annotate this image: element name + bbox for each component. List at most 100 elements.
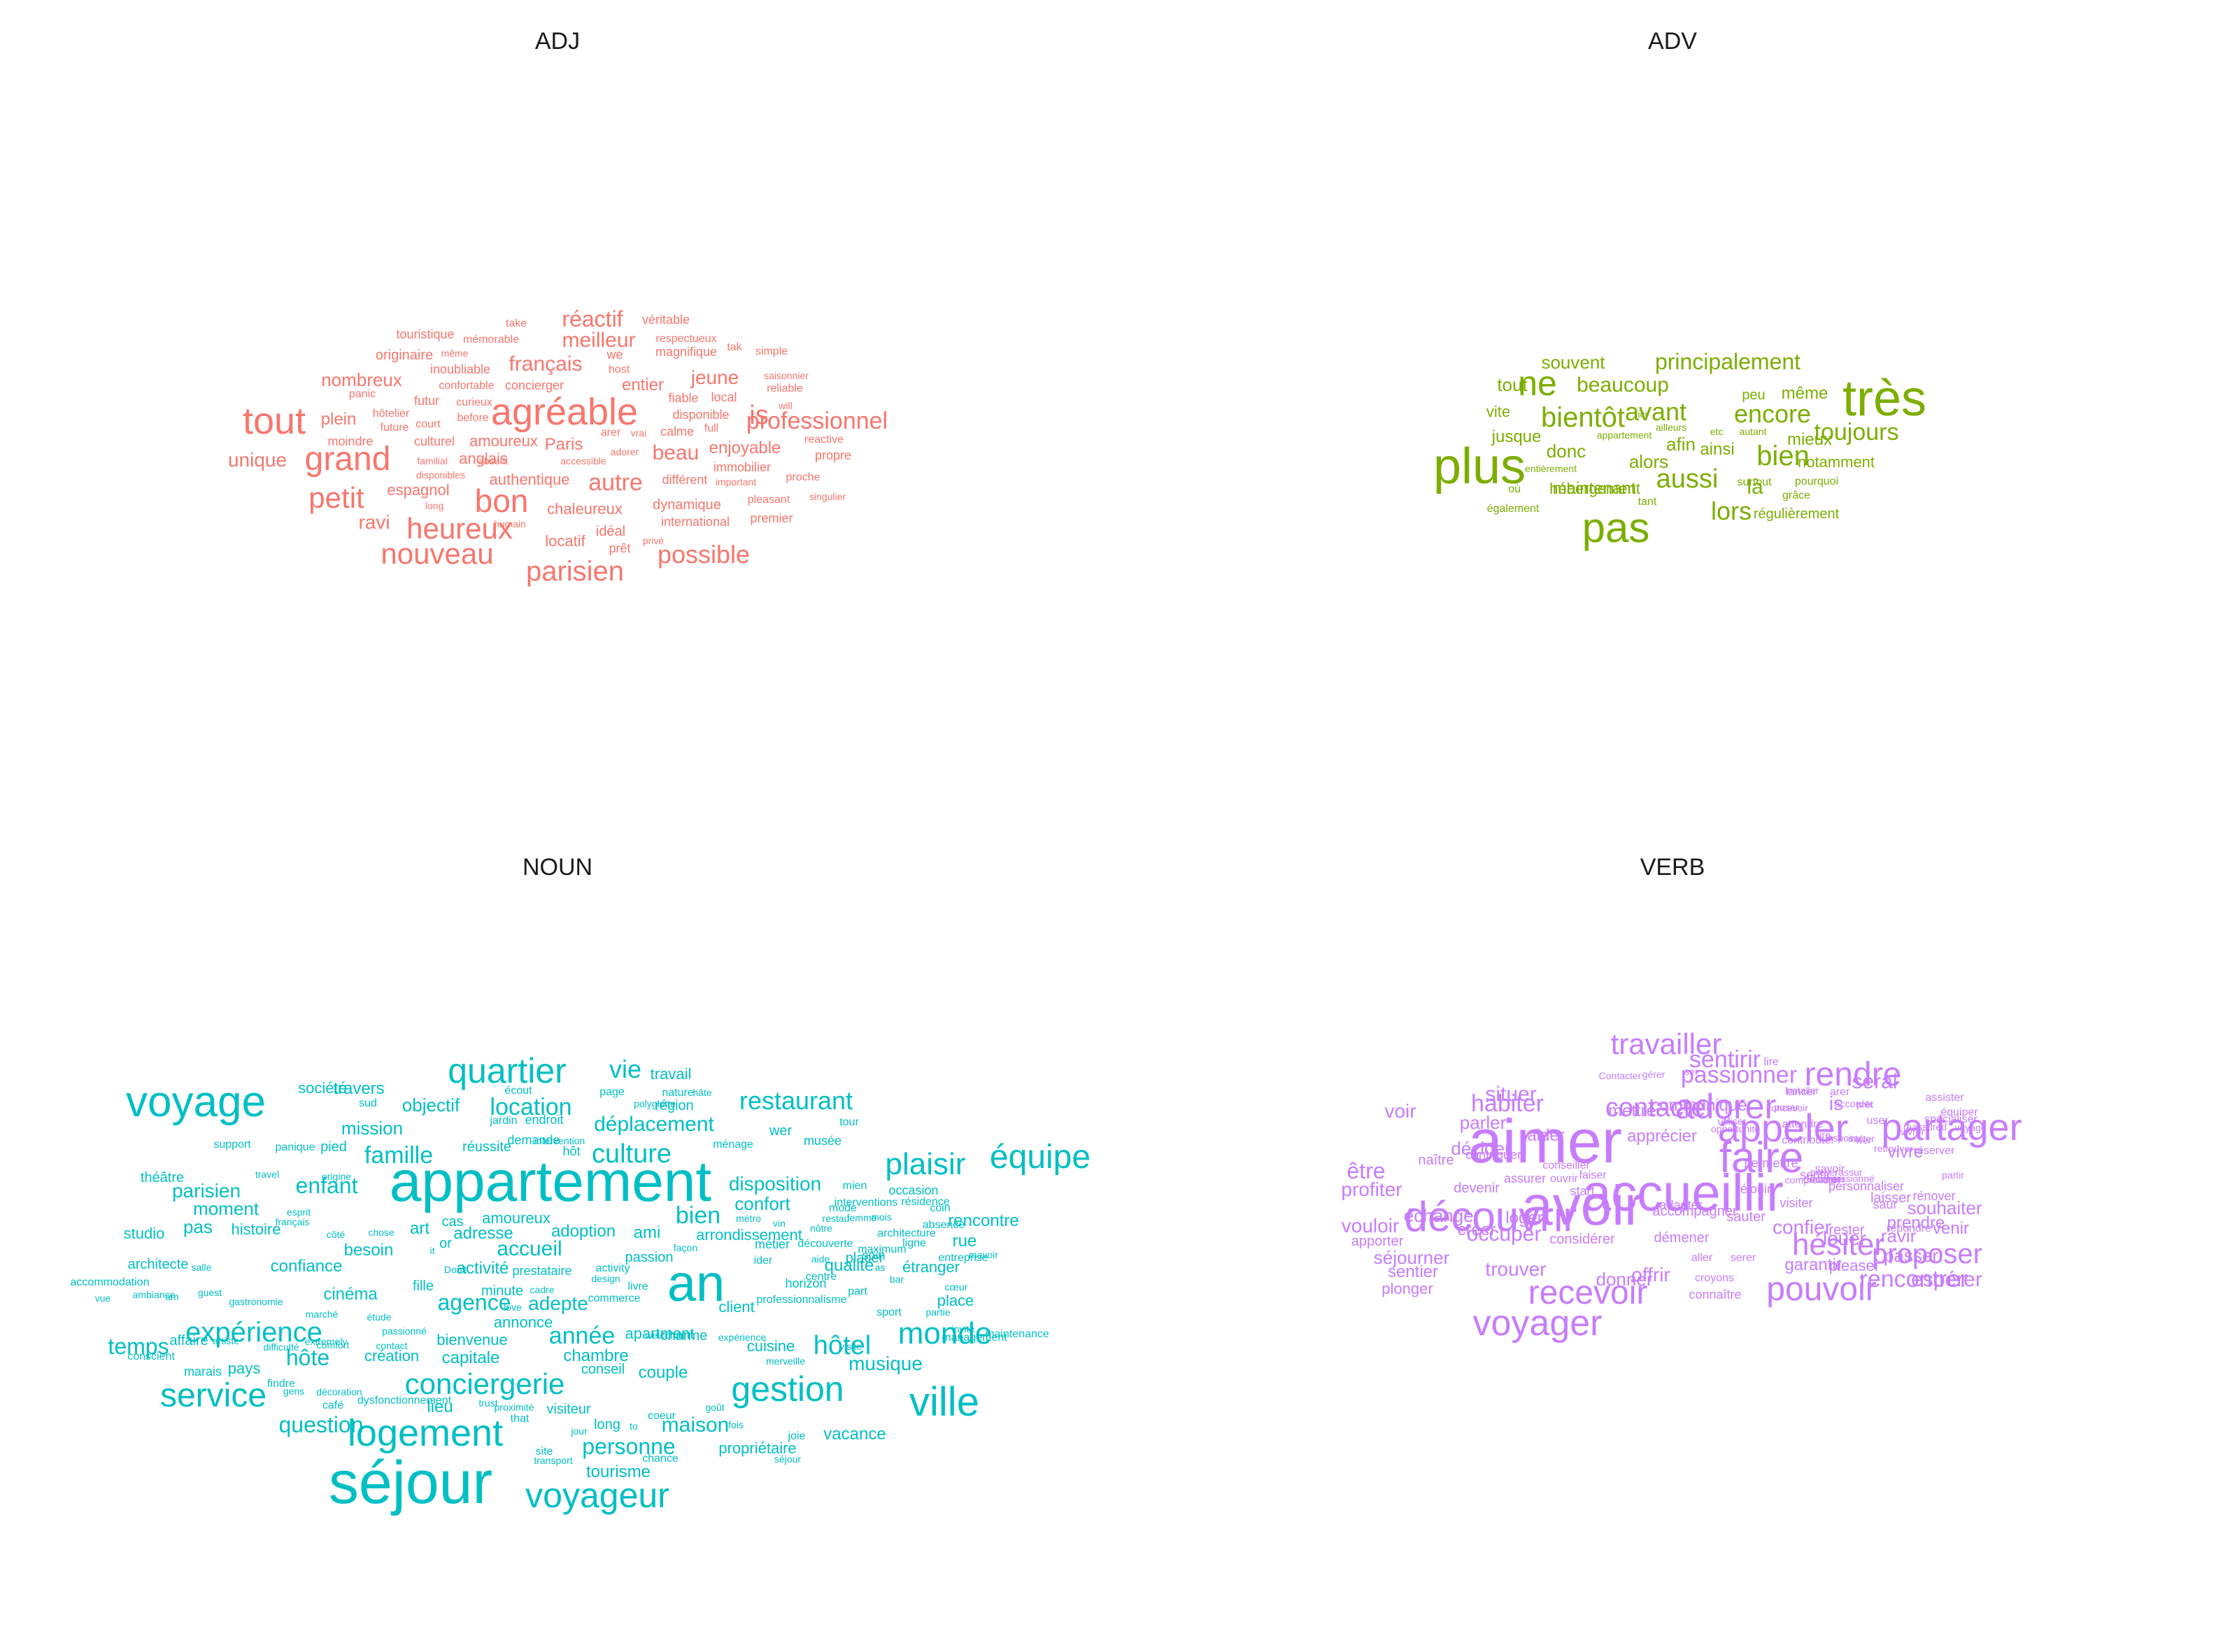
word-0-39: magnifique [655,345,718,359]
word-3-20: situer [1485,1083,1537,1106]
word-3-42: souhaiter [1907,1197,1982,1218]
word-3-94: ser [1684,1066,1698,1077]
word-2-196: transport [534,1455,573,1466]
word-2-157: love [504,1302,522,1313]
word-3-90: arer [1829,1086,1850,1098]
word-3-117: ire [1819,1129,1831,1140]
word-2-120: ligne [902,1237,926,1249]
word-2-85: polyglotte [634,1098,676,1109]
word-0-46: panic [348,388,376,400]
word-1-23: jusque [1491,427,1542,446]
word-2-194: site [535,1446,553,1458]
word-0-18: nombreux [321,369,402,390]
word-0-24: authentique [489,471,570,488]
word-2-149: vue [94,1293,111,1304]
word-3-25: parler [1459,1112,1507,1133]
word-2-123: ider [753,1255,773,1267]
word-0-71: reactive [804,434,844,446]
word-0-57: future [380,422,409,434]
word-2-64: lieu [427,1397,453,1416]
word-1-29: notamment [1797,453,1875,471]
word-0-42: inoubliable [429,362,491,376]
word-0-69: adorer [610,446,639,457]
word-3-26: aider [1527,1126,1565,1145]
word-2-126: coin [930,1202,951,1214]
word-0-72: propre [814,448,852,462]
word-3-48: laisser [1870,1190,1911,1206]
word-0-6: nouveau [381,537,494,570]
word-2-170: visite [839,1341,862,1352]
word-1-1: plus [1433,439,1526,494]
word-0-31: idéal [595,524,626,539]
word-2-77: région [655,1098,694,1113]
word-3-119: wer [1855,1134,1872,1146]
word-1-34: pourquoi [1794,476,1839,487]
word-3-98: u [1724,1113,1730,1124]
word-2-121: maximum [858,1244,907,1255]
word-3-85: réserver [1913,1145,1955,1157]
word-2-18: restaurant [739,1086,853,1115]
word-0-54: curieux [456,397,492,408]
word-0-7: parisien [525,556,625,587]
word-2-130: découverte [797,1238,853,1250]
word-0-79: singulier [809,491,846,502]
word-3-108: prêt [1856,1099,1874,1110]
word-0-62: vrai [630,427,647,439]
word-1-27: donc [1546,441,1586,462]
word-2-151: guest [197,1287,222,1298]
word-2-125: architecture [877,1227,936,1239]
word-1-28: alors [1628,451,1669,472]
panel-title: ADV [1648,28,1697,55]
word-1-38: tant [1638,496,1657,508]
word-3-7: adorer [1675,1087,1777,1126]
word-2-23: année [548,1323,616,1349]
word-3-39: confier [1772,1216,1832,1238]
word-3-70: accompagner [1652,1204,1738,1219]
word-2-35: musique [848,1353,923,1374]
word-2-78: nature [662,1087,694,1099]
word-3-104: user [1866,1115,1889,1127]
word-1-8: aussi [1656,464,1719,494]
word-0-27: ravi [358,511,390,533]
word-0-28: espagnol [387,481,450,499]
word-3-18: passionner [1680,1062,1798,1088]
word-0-8: possible [657,540,751,569]
word-0-74: différent [662,473,708,487]
word-0-56: will [779,400,793,411]
word-2-111: résidence [901,1196,950,1208]
word-2-21: enfant [295,1173,358,1198]
word-2-3: voyage [126,1078,266,1126]
word-0-60: full [704,422,719,434]
word-3-114: décorer [1803,1174,1842,1185]
word-1-7: toujours [1814,419,1899,446]
word-2-178: findre [267,1378,296,1390]
word-2-146: bar [889,1274,904,1285]
word-3-67: faiser [1579,1169,1607,1181]
word-2-122: aide [811,1253,830,1265]
word-3-97: a [1706,1102,1712,1113]
word-2-86: hâte [693,1087,712,1098]
word-cloud: aimer avoir accueillir découvrir faire appele… [1115,826,2230,1652]
word-1-32: maintenant [1552,479,1636,498]
panel-adj: ADJ agréable tout grand petit bon heureux nouv… [0,0,1115,826]
word-3-17: habiter [1471,1090,1544,1117]
word-2-195: chance [642,1453,679,1465]
word-3-14: travailler [1610,1027,1722,1060]
word-0-4: bon [474,483,529,519]
word-2-103: esprit [286,1206,311,1218]
word-1-33: surtout [1737,476,1772,488]
word-0-10: réactif [562,306,623,332]
word-3-101: inventer [1810,1174,1845,1185]
word-2-131: absence [922,1219,965,1231]
word-2-186: that [510,1413,530,1425]
word-2-20: famille [364,1142,434,1169]
word-2-2: an [667,1254,725,1312]
word-0-35: véritable [641,313,690,327]
word-1-15: même [1781,384,1828,403]
word-0-77: long [425,500,444,511]
word-3-74: connaître [1689,1288,1742,1302]
word-3-43: venir [1932,1219,1970,1238]
word-2-79: écout [504,1085,532,1097]
word-0-73: disponibles [416,469,466,480]
word-3-96: Contacter [1598,1070,1642,1081]
